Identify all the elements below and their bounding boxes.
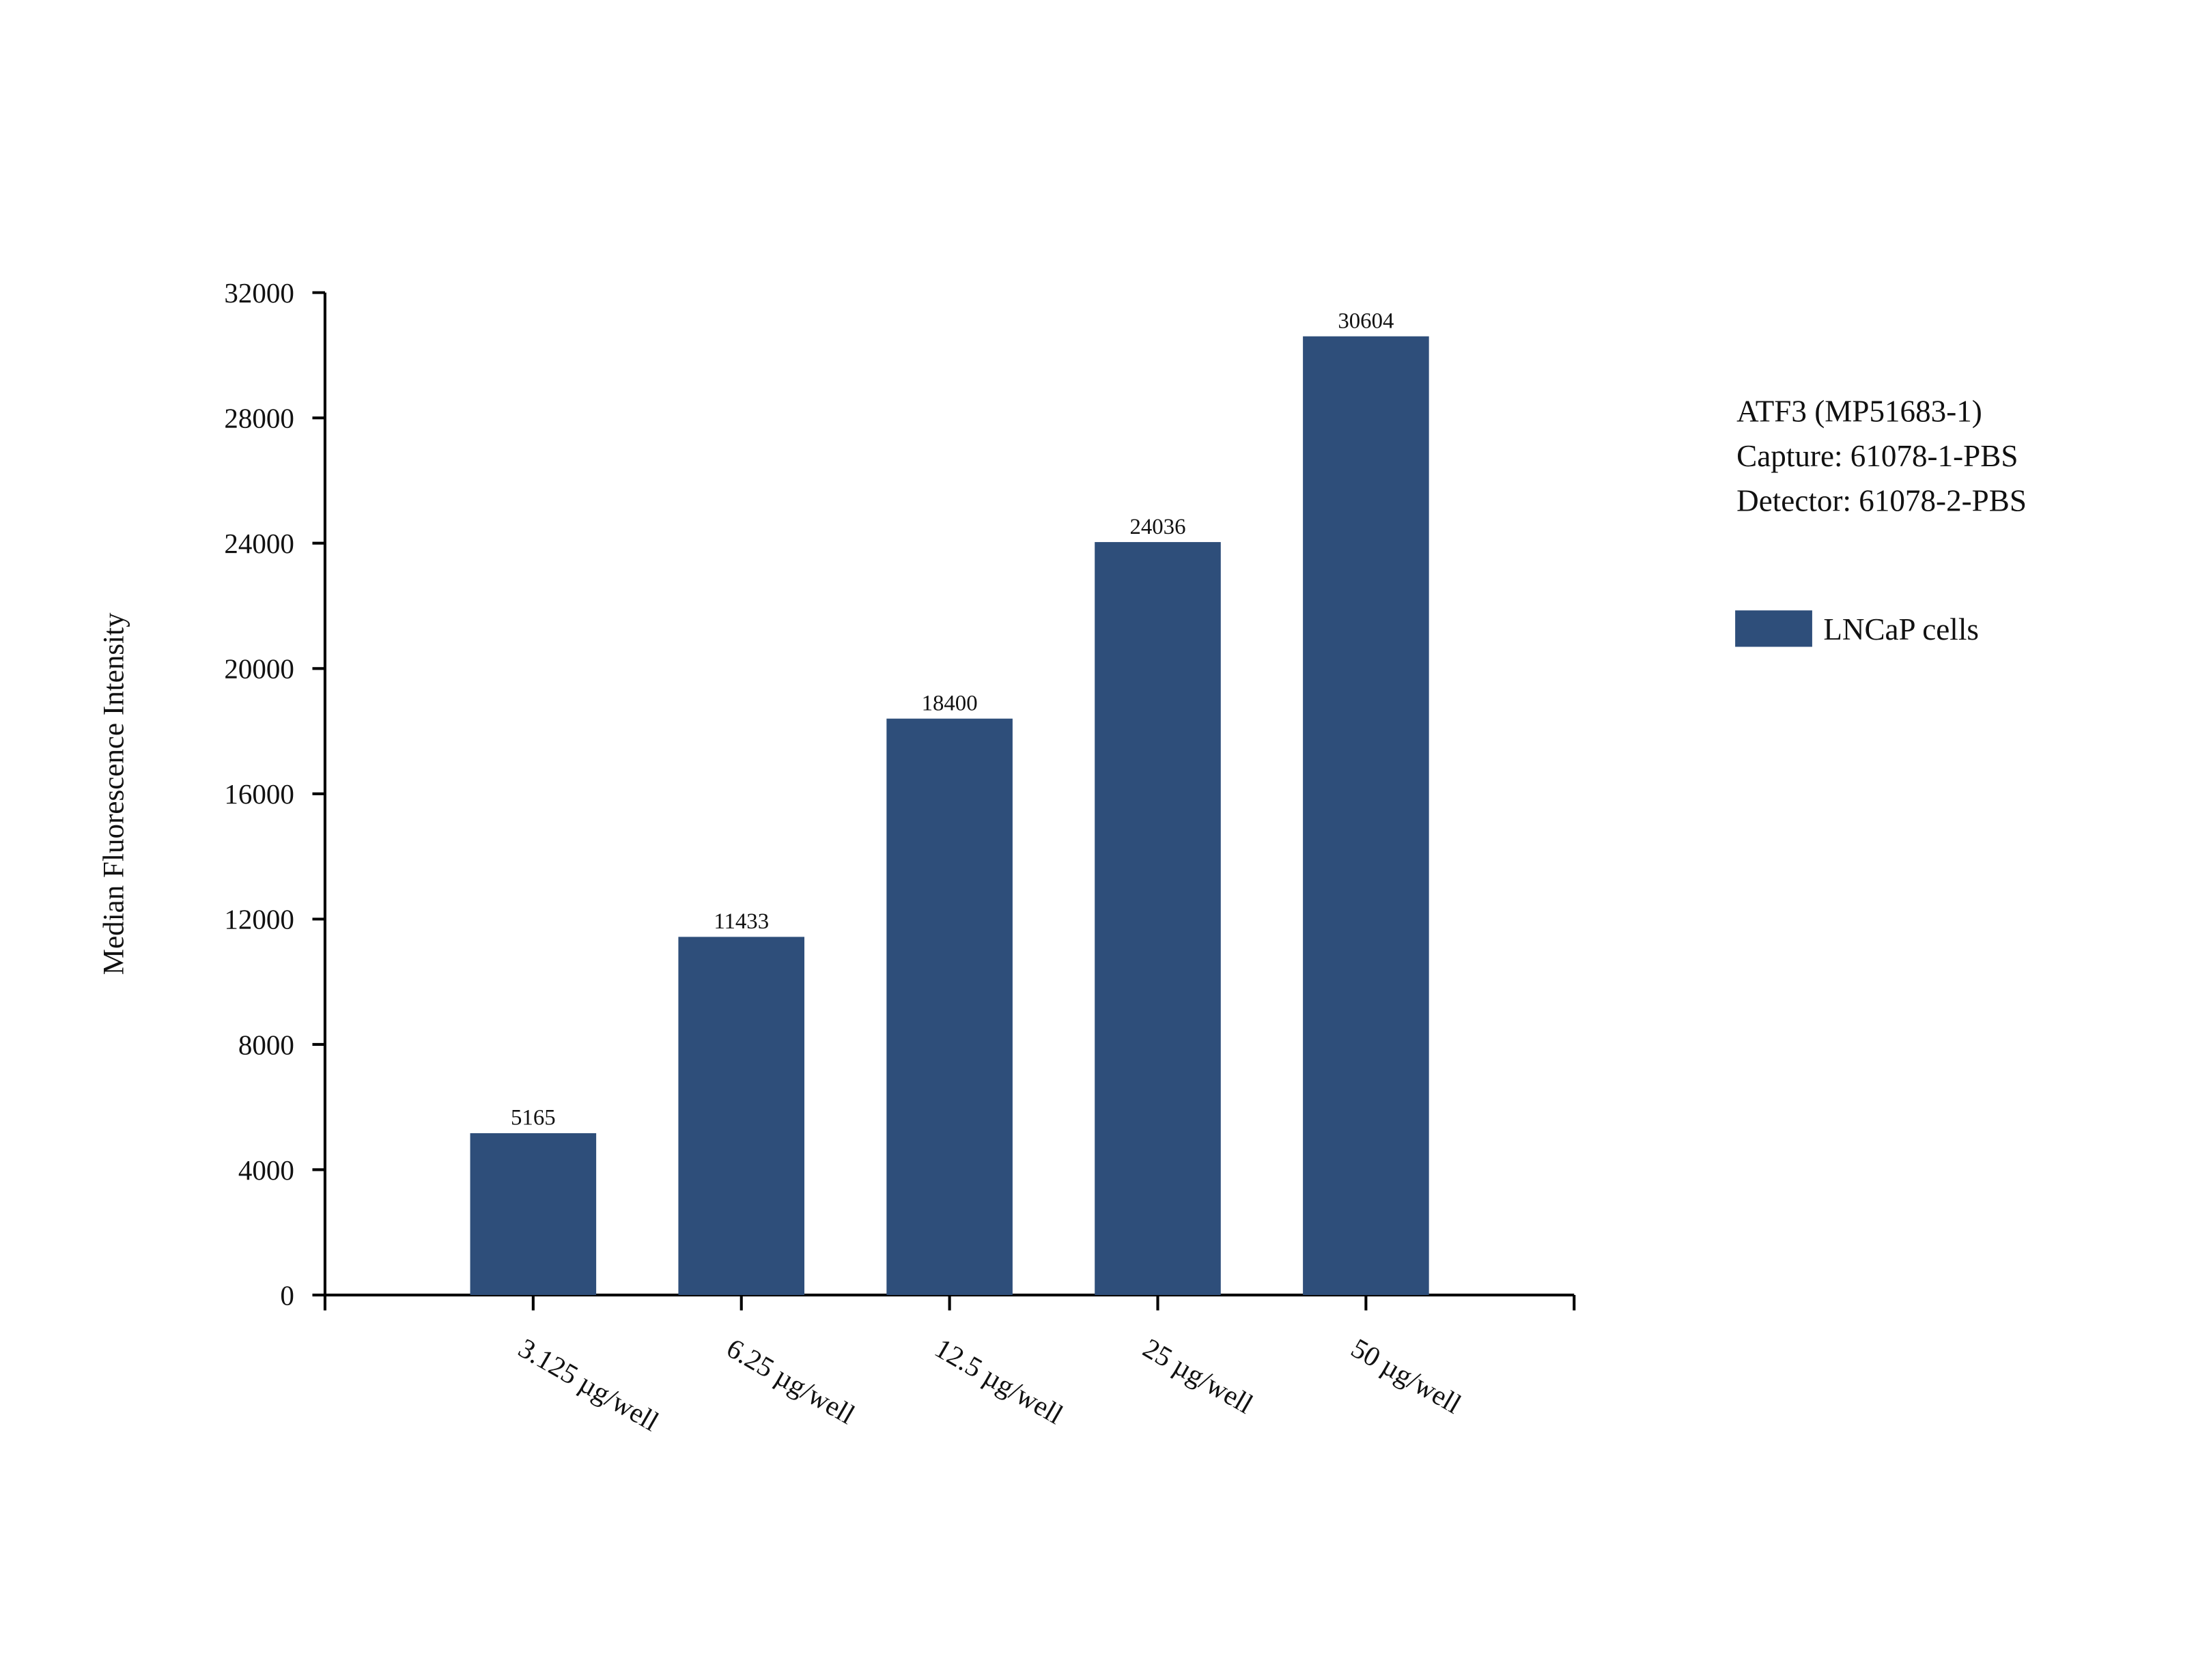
y-tick-label: 8000	[238, 1029, 294, 1060]
x-tick-label: 50 µg/well	[1346, 1332, 1467, 1420]
annotation: Detector: 61078-2-PBS	[1736, 484, 2027, 518]
value-label: 11433	[714, 909, 769, 934]
bar	[1095, 542, 1221, 1296]
annotation: Capture: 61078-1-PBS	[1736, 439, 2018, 473]
y-tick-label: 0	[280, 1279, 294, 1311]
x-tick-label: 25 µg/well	[1138, 1332, 1258, 1420]
y-tick-label: 20000	[224, 653, 294, 685]
value-label: 18400	[922, 691, 978, 715]
y-axis-label: Median Fluorescence Intensity	[98, 612, 130, 975]
x-tick-label: 6.25 µg/well	[722, 1332, 860, 1430]
annotation: ATF3 (MP51683-1)	[1736, 394, 1982, 428]
y-tick-label: 12000	[224, 904, 294, 935]
bar	[1303, 336, 1429, 1296]
y-tick-label: 32000	[224, 277, 294, 309]
legend-label: LNCaP cells	[1823, 612, 1979, 646]
y-tick-label: 24000	[224, 528, 294, 559]
x-tick-label: 12.5 µg/well	[930, 1332, 1069, 1430]
y-tick-label: 16000	[224, 778, 294, 810]
y-tick-label: 4000	[238, 1154, 294, 1186]
value-label: 24036	[1130, 515, 1186, 539]
bar	[678, 937, 805, 1296]
y-tick-label: 28000	[224, 403, 294, 434]
value-label: 5165	[511, 1106, 556, 1130]
legend-swatch	[1735, 610, 1812, 647]
value-label: 30604	[1338, 309, 1394, 333]
x-tick-label: 3.125 µg/well	[513, 1332, 664, 1437]
bar	[470, 1133, 597, 1296]
bar	[886, 718, 1013, 1296]
